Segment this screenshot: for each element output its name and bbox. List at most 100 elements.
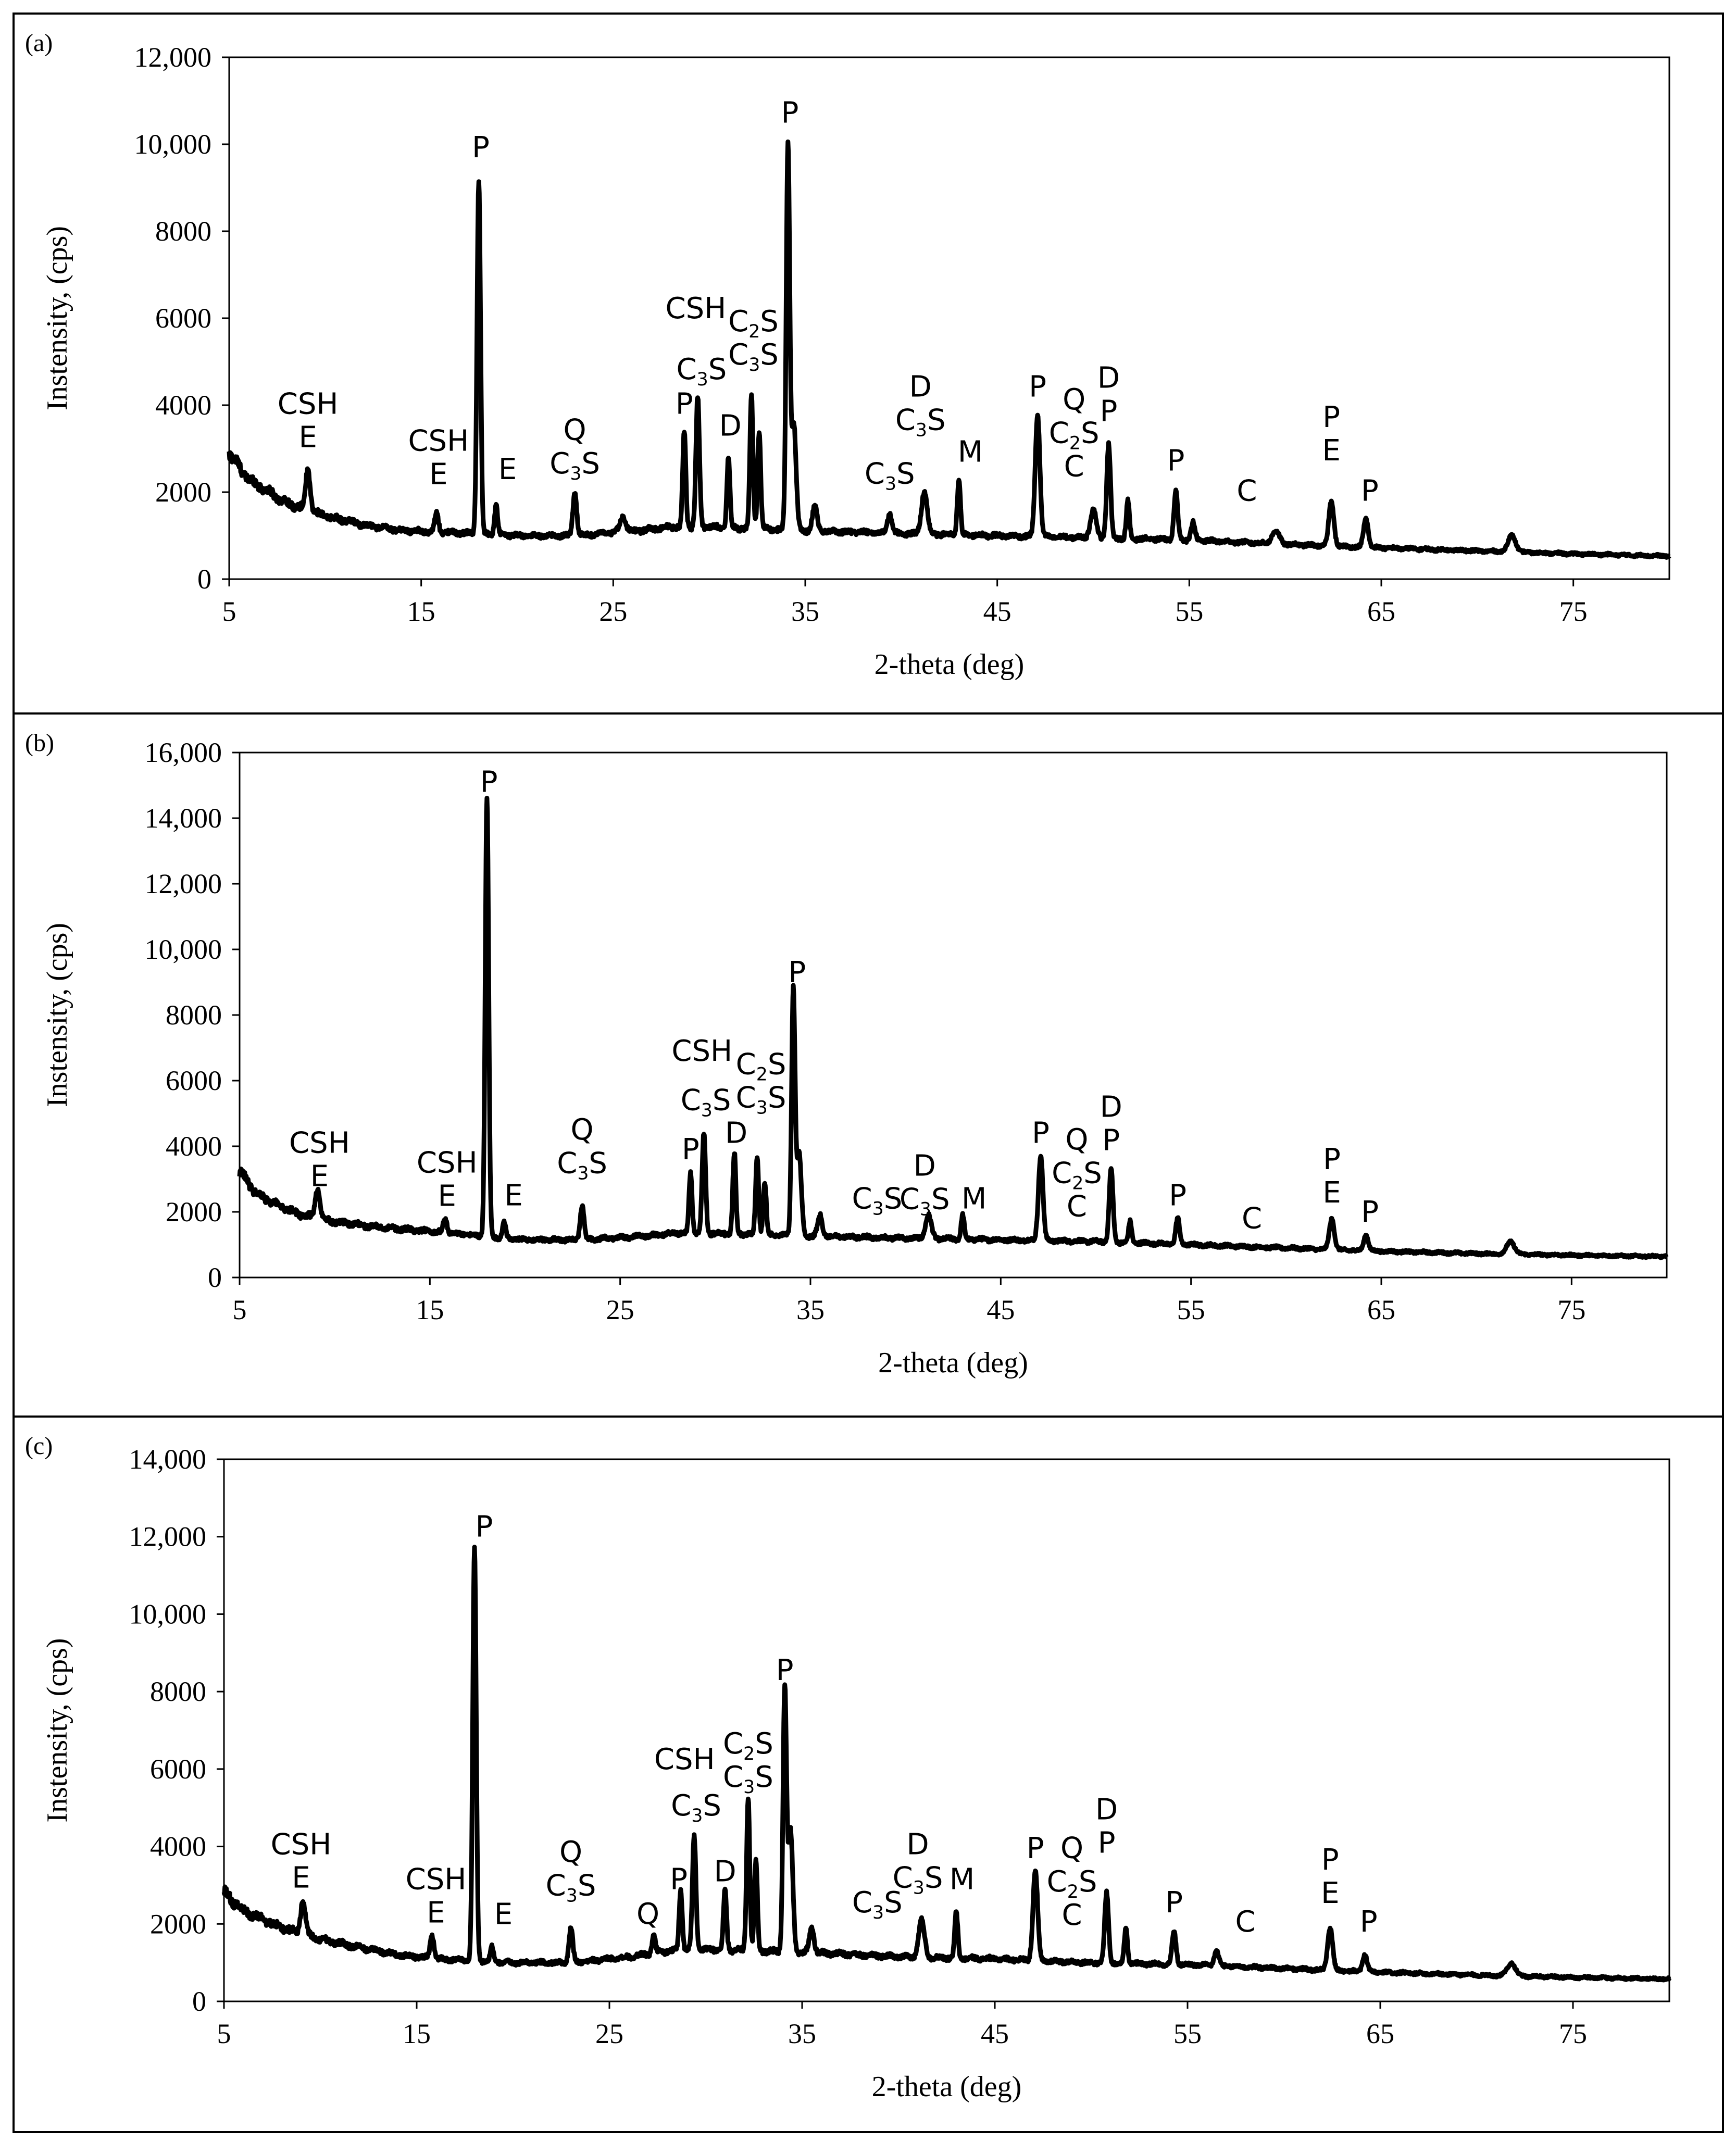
peak-label: E: [438, 1179, 456, 1213]
peak-label-text: P: [1323, 1143, 1341, 1176]
peak-label: P: [776, 1654, 794, 1687]
peak-label-text: P: [676, 387, 693, 421]
x-tick-label: 55: [1175, 596, 1203, 627]
peak-label: Q: [636, 1897, 659, 1931]
panel-label-a: (a): [25, 29, 53, 57]
peak-label-text: S: [931, 1183, 950, 1217]
xrd-pattern-line: [221, 1545, 1672, 1983]
peak-label-text: C: [895, 403, 916, 437]
peak-label: C2S: [723, 1727, 773, 1764]
peak-label: P: [1360, 1905, 1378, 1939]
peak-label-text: CSH: [408, 424, 469, 458]
peak-label-text: S: [1083, 1156, 1102, 1190]
peak-label-text: P: [670, 1862, 688, 1896]
peak-label-text: S: [708, 353, 727, 386]
x-tick-label: 45: [983, 596, 1011, 627]
peak-label: C2S: [1047, 1865, 1097, 1902]
panel-b: (b) 0 2000 4000 6000 8000 10,000 12,000 14,000 16…: [25, 729, 1669, 1379]
peak-label-text: E: [438, 1179, 456, 1213]
peak-label: C: [1242, 1202, 1262, 1236]
peak-label: C2S: [736, 1047, 786, 1085]
peak-label: E: [494, 1897, 513, 1931]
peak-label: P: [1027, 1832, 1044, 1865]
peak-label: P: [1321, 1843, 1339, 1877]
peak-label-text: C: [900, 1183, 920, 1217]
x-tick-label: 25: [599, 596, 627, 627]
peak-label: D: [1095, 1793, 1118, 1827]
peak-label: M: [950, 1862, 975, 1896]
peak-label: C3S: [900, 1183, 950, 1220]
peak-label: E: [504, 1179, 522, 1212]
peak-label: D: [725, 1117, 747, 1150]
x-tick-label: 75: [1557, 1294, 1585, 1325]
peak-label-subscript: 3: [872, 1902, 884, 1923]
peak-label-text: E: [504, 1179, 522, 1212]
peak-label-text: P: [776, 1654, 794, 1687]
peak-label-subscript: 2: [1069, 433, 1081, 454]
peak-label-subscript: 3: [756, 1097, 768, 1118]
peak-label-text: Q: [1065, 1123, 1088, 1157]
peak-label-text: C: [852, 1182, 872, 1216]
peak-label-text: S: [884, 1182, 903, 1216]
peak-label: P: [781, 96, 799, 130]
peak-label: Q: [1063, 383, 1085, 417]
peak-label-subscript: 2: [756, 1064, 768, 1085]
peak-label-text: E: [298, 421, 317, 455]
peak-label: C: [1064, 449, 1084, 483]
peak-label: C3S: [895, 403, 946, 441]
peak-label-text: Q: [1060, 1832, 1083, 1865]
peak-label-text: C: [549, 447, 570, 481]
panel-label-c: (c): [25, 1432, 53, 1460]
peak-label-text: M: [958, 435, 983, 469]
peak-label: E: [429, 458, 447, 492]
peak-label: P: [682, 1133, 700, 1167]
xrd-pattern-line: [237, 795, 1669, 1260]
peak-label-text: Q: [636, 1897, 659, 1931]
y-tick-label: 2000: [166, 1196, 222, 1227]
peak-label-text: P: [781, 96, 799, 130]
y-axis-title: Instensity, (cps): [41, 1638, 73, 1822]
peak-label-text: D: [914, 1149, 936, 1183]
peak-label: C2S: [1049, 416, 1100, 454]
y-tick-label: 10,000: [134, 129, 212, 160]
x-tick-label: 5: [222, 596, 236, 627]
peak-label-text: C: [1242, 1202, 1262, 1236]
y-tick-label: 0: [192, 1986, 206, 2017]
peak-label-subscript: 2: [748, 321, 760, 342]
peak-label-subscript: 3: [913, 1877, 925, 1898]
peak-label: P: [1167, 444, 1185, 478]
peak-label: CSH: [408, 424, 469, 458]
peak-label: P: [472, 131, 490, 165]
peak-label-subscript: 3: [701, 1100, 713, 1121]
peak-label: P: [1361, 474, 1379, 508]
peak-label: C2S: [1052, 1156, 1102, 1194]
y-axis-title: Instensity, (cps): [41, 226, 73, 410]
peak-label-subscript: 3: [577, 1163, 589, 1184]
peak-label-text: E: [429, 458, 447, 492]
peak-label-text: P: [1165, 1886, 1183, 1920]
x-tick-label: 35: [791, 596, 819, 627]
peak-label-text: S: [896, 457, 915, 491]
peak-label: C3S: [852, 1886, 903, 1923]
peak-label-text: C: [893, 1861, 913, 1895]
peak-label-text: CSH: [654, 1743, 715, 1776]
peak-label-text: Q: [559, 1835, 582, 1869]
peak-label-subscript: 2: [743, 1744, 755, 1764]
peak-label: P: [670, 1862, 688, 1896]
peak-label-text: D: [714, 1855, 736, 1888]
x-axis-title: 2-theta (deg): [875, 648, 1025, 681]
y-tick-label: 12,000: [145, 868, 222, 899]
peak-label: D: [1097, 361, 1120, 395]
peak-label-text: C: [557, 1146, 577, 1180]
peak-label-text: P: [682, 1133, 700, 1167]
peak-label-text: C: [728, 305, 748, 339]
y-tick-label: 8000: [155, 216, 211, 247]
y-tick-label: 0: [208, 1262, 222, 1293]
peak-label-text: S: [760, 338, 779, 372]
panel-a: (a) 0 2000 4000 6000 8000 10,000 12,000 5 15 25 35 4…: [25, 29, 1671, 681]
y-tick-label: 6000: [155, 303, 211, 334]
peak-label-text: S: [760, 305, 779, 339]
peak-label-text: C: [671, 1789, 691, 1823]
plot-area: [223, 1458, 1670, 2002]
peak-label-text: S: [755, 1760, 773, 1794]
